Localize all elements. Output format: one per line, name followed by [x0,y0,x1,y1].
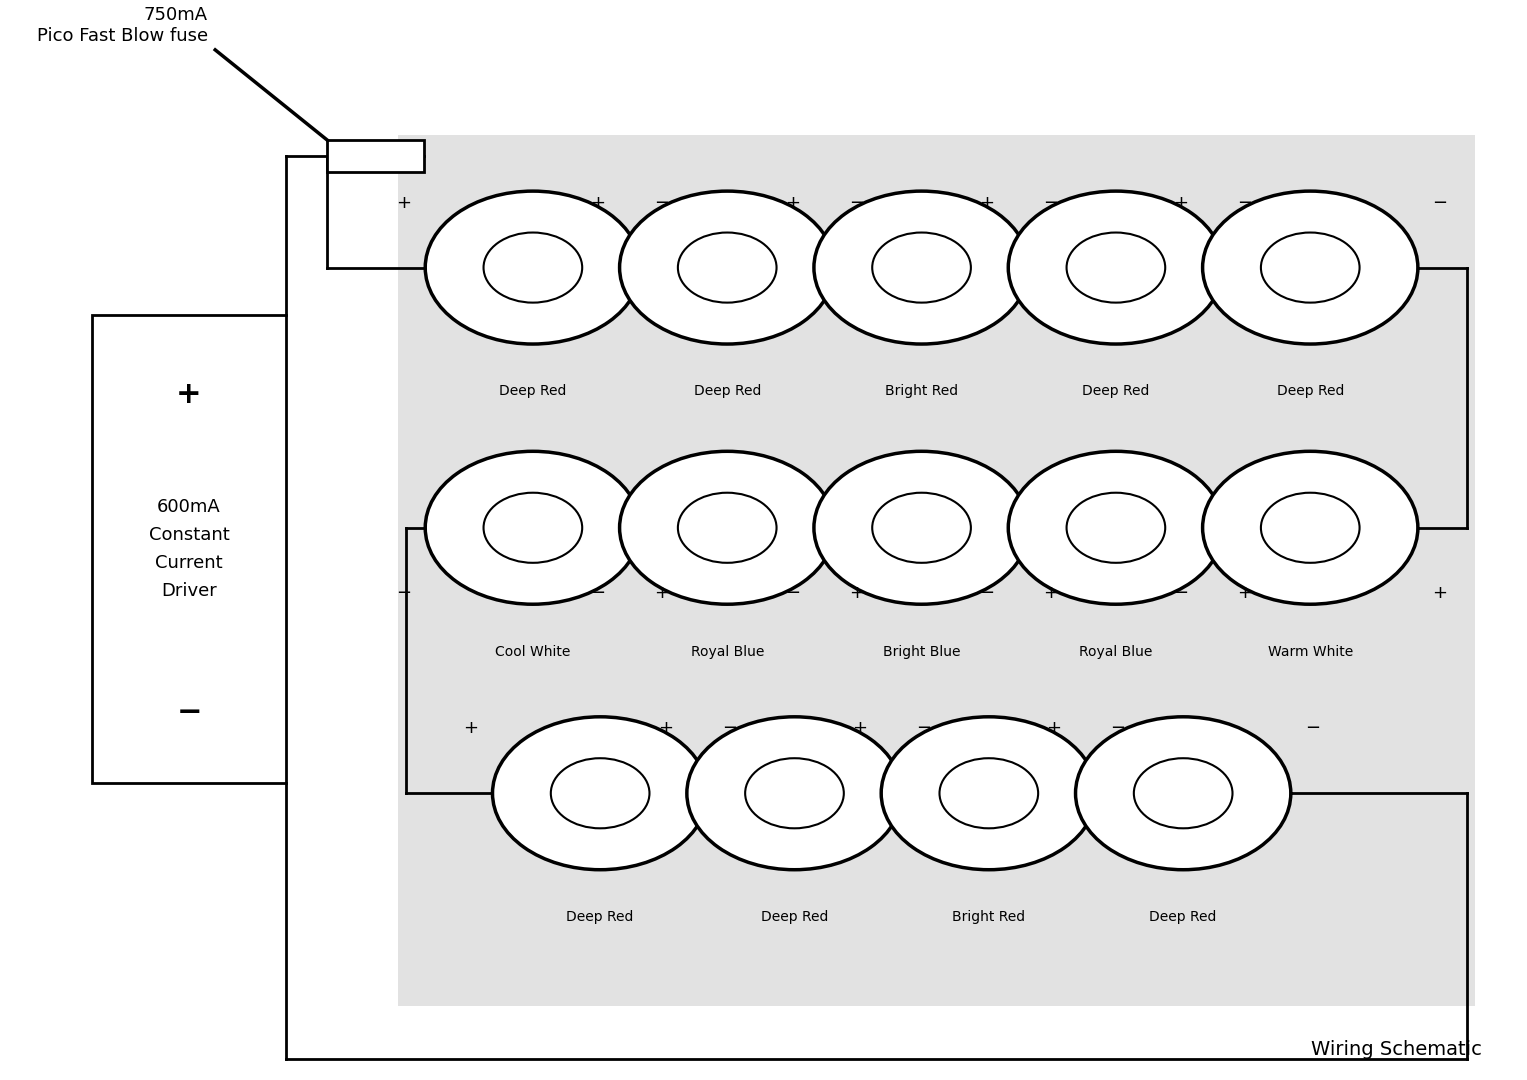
Circle shape [1261,232,1359,302]
Circle shape [484,492,582,563]
Text: Deep Red: Deep Red [1083,384,1150,399]
Circle shape [872,232,971,302]
Text: +: + [1174,193,1188,212]
Text: Warm White: Warm White [1267,645,1353,659]
Text: −: − [722,719,738,738]
Text: −: − [655,193,670,212]
Bar [92,315,286,783]
Bar [399,135,1475,1005]
Circle shape [678,232,777,302]
Circle shape [620,191,835,345]
Circle shape [814,451,1029,604]
Text: +: + [655,584,669,602]
Bar [327,140,425,172]
Circle shape [1008,191,1223,345]
Circle shape [1066,232,1165,302]
Text: +: + [658,719,673,738]
Circle shape [620,451,835,604]
Text: −: − [916,719,931,738]
Text: −: − [1043,193,1058,212]
Text: Cool White: Cool White [495,645,571,659]
Text: 600mA
Constant
Current
Driver: 600mA Constant Current Driver [148,498,229,599]
Circle shape [493,717,709,869]
Circle shape [814,191,1029,345]
Text: +: + [849,584,864,602]
Text: Bright Red: Bright Red [953,910,1026,924]
Text: −: − [1110,719,1125,738]
Circle shape [687,717,902,869]
Text: −: − [979,584,994,602]
Text: +: + [1046,719,1061,738]
Text: +: + [979,193,994,212]
Text: −: − [1174,584,1188,602]
Circle shape [1203,191,1419,345]
Text: −: − [591,584,606,602]
Circle shape [484,232,582,302]
Text: −: − [785,584,800,602]
Text: Royal Blue: Royal Blue [1080,645,1153,659]
Text: +: + [1043,584,1058,602]
Circle shape [425,451,640,604]
Text: Royal Blue: Royal Blue [690,645,764,659]
Text: +: + [464,719,478,738]
Circle shape [1203,451,1419,604]
Text: −: − [849,193,864,212]
Text: +: + [176,380,202,409]
Circle shape [881,717,1096,869]
Text: Wiring Schematic: Wiring Schematic [1312,1040,1483,1058]
Text: +: + [852,719,867,738]
Text: −: − [1432,193,1448,212]
Text: −: − [395,584,411,602]
Text: Deep Red: Deep Red [1150,910,1217,924]
Text: Bright Red: Bright Red [886,384,957,399]
Text: −: − [1237,193,1252,212]
Circle shape [939,758,1038,828]
Text: Bright Blue: Bright Blue [883,645,960,659]
Circle shape [551,758,649,828]
Text: 750mA
Pico Fast Blow fuse: 750mA Pico Fast Blow fuse [37,5,208,44]
Text: Deep Red: Deep Red [693,384,760,399]
Text: −: − [1304,719,1319,738]
Circle shape [872,492,971,563]
Text: −: − [176,698,202,727]
Text: +: + [395,193,411,212]
Circle shape [1066,492,1165,563]
Circle shape [425,191,640,345]
Text: +: + [785,193,800,212]
Text: +: + [1237,584,1252,602]
Circle shape [678,492,777,563]
Circle shape [1261,492,1359,563]
Text: Deep Red: Deep Red [567,910,634,924]
Circle shape [1008,451,1223,604]
Text: +: + [591,193,606,212]
Text: Deep Red: Deep Red [499,384,567,399]
Circle shape [745,758,844,828]
Circle shape [1075,717,1290,869]
Circle shape [1135,758,1232,828]
Text: +: + [1432,584,1448,602]
Text: Deep Red: Deep Red [1277,384,1344,399]
Text: Deep Red: Deep Red [760,910,828,924]
